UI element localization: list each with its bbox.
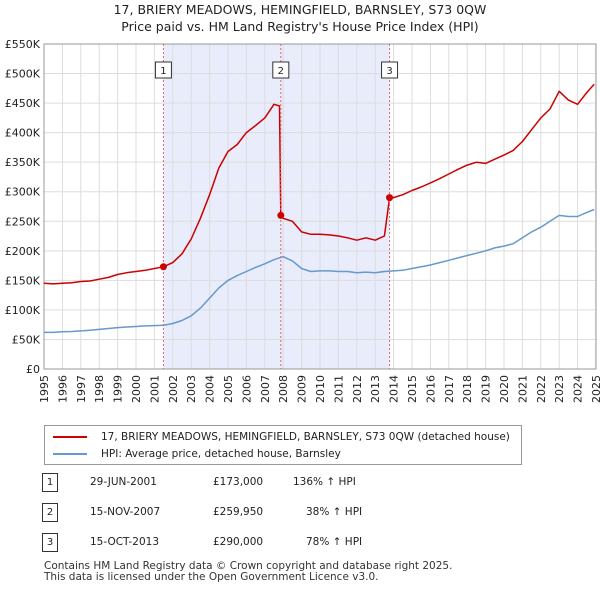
legend-item-hpi: HPI: Average price, detached house, Barn…	[45, 446, 341, 462]
x-tick-label: 2022	[535, 375, 548, 403]
footer-line-2: This data is licensed under the Open Gov…	[44, 571, 379, 583]
table-row: 2 15-NOV-2007 £259,950 38% ↑ HPI	[40, 502, 440, 524]
axes-frame	[43, 43, 597, 370]
y-tick-label: £350K	[5, 156, 41, 169]
price-chart: £0 £50K £100K £150K £200K £250K £300K £350K £400…	[5, 38, 600, 403]
sale-price: £290,000	[213, 536, 264, 548]
y-tick-label: £200K	[5, 245, 41, 258]
chart-title: 17, BRIERY MEADOWS, HEMINGFIELD, BARNSLE…	[113, 2, 487, 17]
x-tick-label: 2023	[553, 375, 566, 403]
table-row: 3 15-OCT-2013 £290,000 78% ↑ HPI	[40, 532, 440, 554]
x-tick-label: 2024	[572, 375, 585, 403]
sale-hpi-change: 38% ↑ HPI	[306, 506, 363, 518]
shade-sale-1-2	[163, 44, 281, 369]
x-tick-label: 1998	[93, 375, 106, 403]
shade-sale-2-3	[280, 44, 390, 369]
x-tick-label: 2010	[314, 375, 327, 403]
x-tick-label: 2013	[369, 375, 382, 403]
x-tick-label: 2000	[130, 375, 143, 403]
y-tick-label: £500K	[5, 68, 41, 81]
x-tick-label: 2004	[204, 375, 217, 403]
y-tick-label: £150K	[5, 274, 41, 287]
property-price-line	[43, 83, 595, 285]
x-tick-label: 2021	[516, 375, 529, 403]
x-tick-label: 2003	[185, 375, 198, 403]
sale-hpi-change: 78% ↑ HPI	[306, 536, 363, 548]
y-tick-label: £550K	[5, 38, 41, 51]
x-tick-label: 2015	[406, 375, 419, 403]
sale-label-box-1	[154, 61, 172, 79]
sale-price: £173,000	[213, 476, 264, 488]
x-tick-label: 2001	[148, 375, 161, 403]
sale-hpi-change: 136% ↑ HPI	[293, 476, 356, 488]
x-tick-label: 2007	[259, 375, 272, 403]
y-tick-label: £400K	[5, 127, 41, 140]
x-tick-label: 2009	[296, 375, 309, 403]
sale-point-2	[277, 211, 285, 219]
y-tick-label: £0	[26, 363, 40, 376]
hpi-line	[44, 208, 595, 334]
y-tick-label: £250K	[5, 215, 41, 228]
y-tick-label: £300K	[5, 186, 41, 199]
sale-label-2: 2	[278, 66, 284, 77]
sale-number-box: 3	[42, 533, 58, 552]
sale-price: £259,950	[213, 506, 264, 518]
x-tick-label: 2005	[222, 375, 235, 403]
legend-label-hpi: HPI: Average price, detached house, Barn…	[101, 448, 341, 460]
sale-date: 15-NOV-2007	[90, 506, 161, 518]
x-tick-label: 2019	[480, 375, 493, 403]
footer-line-1: Contains HM Land Registry data © Crown c…	[44, 560, 453, 572]
chart-subtitle: Price paid vs. HM Land Registry's House …	[121, 19, 479, 34]
legend-item-property: 17, BRIERY MEADOWS, HEMINGFIELD, BARNSLE…	[45, 429, 510, 445]
x-tick-label: 2008	[277, 375, 290, 403]
legend: 17, BRIERY MEADOWS, HEMINGFIELD, BARNSLE…	[44, 425, 522, 465]
y-tick-label: £100K	[5, 304, 41, 317]
sale-number-box: 1	[42, 473, 58, 492]
x-tick-label: 1999	[112, 375, 125, 403]
series	[43, 83, 595, 334]
y-tick-label: £450K	[5, 97, 41, 110]
axes: £0 £50K £100K £150K £200K £250K £300K £350K £400…	[5, 38, 600, 403]
x-tick-label: 2002	[167, 375, 180, 403]
sale-label-3: 3	[386, 66, 392, 77]
sale-point-1	[159, 263, 167, 271]
sale-point-3	[386, 194, 394, 202]
x-tick-label: 2018	[461, 375, 474, 403]
x-tick-label: 2025	[590, 375, 600, 403]
x-tick-label: 2014	[388, 375, 401, 403]
x-tick-label: 2016	[424, 375, 437, 403]
x-tick-label: 2011	[332, 375, 345, 403]
sale-number-box: 2	[42, 503, 58, 522]
x-tick-label: 1995	[38, 375, 51, 403]
x-tick-label: 2012	[351, 375, 364, 403]
legend-label-property: 17, BRIERY MEADOWS, HEMINGFIELD, BARNSLE…	[101, 431, 510, 443]
legend-swatch-property	[53, 436, 87, 438]
sale-date: 15-OCT-2013	[90, 536, 159, 548]
table-row: 1 29-JUN-2001 £173,000 136% ↑ HPI	[40, 472, 440, 494]
x-tick-label: 2020	[498, 375, 511, 403]
sale-label-1: 1	[160, 66, 166, 77]
sale-date: 29-JUN-2001	[90, 476, 157, 488]
sale-markers: 1 2 3	[154, 44, 399, 369]
legend-swatch-hpi	[53, 453, 87, 455]
x-tick-label: 1997	[75, 375, 88, 403]
sale-label-box-3	[381, 61, 399, 79]
x-tick-label: 1996	[56, 375, 69, 403]
x-tick-label: 2017	[443, 375, 456, 403]
sale-label-box-2	[272, 61, 290, 79]
footer: Contains HM Land Registry data © Crown c…	[44, 561, 452, 583]
x-tick-label: 2006	[240, 375, 253, 403]
y-tick-label: £50K	[12, 333, 41, 346]
